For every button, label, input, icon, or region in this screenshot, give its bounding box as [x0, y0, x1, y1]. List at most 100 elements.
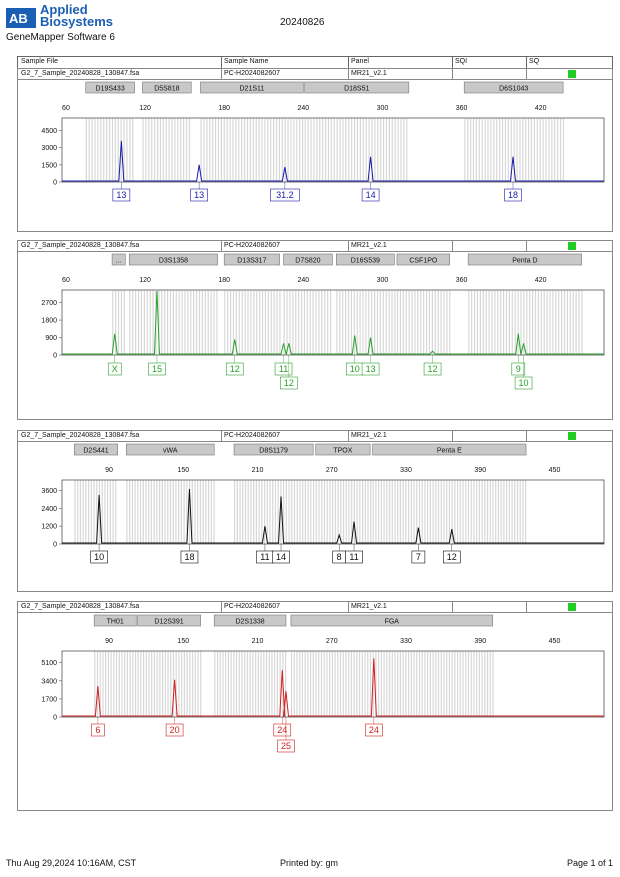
peak-label: 31.2: [276, 190, 294, 200]
allele-bin: [356, 651, 358, 717]
locus-box: [85, 81, 135, 94]
allele-bin: [222, 651, 224, 717]
allele-bin: [96, 651, 99, 717]
allele-bin: [135, 651, 137, 717]
allele-bin: [156, 651, 158, 717]
allele-bin: [397, 118, 399, 182]
allele-bin: [200, 118, 202, 182]
allele-bin: [187, 290, 189, 355]
electropherogram-red: TH01 D12S391 D2S1338 FGA 90 150 210 270 330 390 45…: [41, 614, 605, 753]
sample-row: G2_7_Sample_20240828_130847.fsa PC-H2024…: [18, 69, 612, 80]
allele-bin: [339, 118, 341, 182]
allele-bin: [414, 290, 416, 355]
allele-bin: [290, 651, 293, 717]
peak-label-box: [411, 550, 426, 564]
allele-bin: [399, 480, 402, 544]
sample-name: PC-H2024082607: [224, 242, 281, 249]
peak-label: 10: [94, 552, 104, 562]
allele-bin: [313, 118, 315, 182]
peak-label: 11: [279, 364, 288, 374]
y-tick-label: 3400: [41, 678, 57, 685]
allele-bin: [281, 118, 283, 182]
peak-label-box: [423, 362, 442, 376]
allele-bin: [402, 480, 404, 544]
peak-label: 24: [369, 725, 379, 735]
allele-bin: [82, 480, 84, 544]
y-tick-label: 3600: [41, 488, 57, 495]
allele-bin: [167, 480, 169, 544]
allele-bin: [432, 651, 434, 717]
allele-bin: [291, 480, 293, 544]
allele-bin: [180, 118, 182, 182]
locus-label: D3S1358: [159, 258, 188, 265]
allele-bin: [396, 290, 399, 355]
allele-bin: [267, 290, 269, 355]
allele-bin: [272, 118, 275, 182]
allele-bin: [500, 290, 502, 355]
allele-bin: [507, 118, 509, 182]
locus-label: TPOX: [333, 448, 352, 455]
allele-bin: [165, 118, 167, 182]
sample-name: PC-H2024082607: [224, 432, 281, 439]
allele-bin: [97, 118, 99, 182]
allele-bin: [235, 651, 238, 717]
allele-bin: [90, 480, 92, 544]
allele-bin: [111, 118, 114, 182]
allele-bin: [304, 118, 306, 182]
plot-frame: [61, 117, 605, 183]
locus-label: D12S391: [154, 619, 183, 626]
allele-bin: [112, 290, 114, 355]
allele-bin: [456, 651, 459, 717]
allele-bin: [285, 480, 287, 544]
allele-bin: [408, 290, 410, 355]
allele-bin: [332, 480, 334, 544]
allele-bin: [536, 118, 538, 182]
allele-bin: [110, 651, 112, 717]
peak-label: 12: [230, 364, 240, 374]
allele-bin: [399, 290, 402, 355]
allele-bin: [145, 651, 147, 717]
peak-label-box: [165, 723, 184, 737]
allele-bin: [198, 290, 201, 355]
allele-bin: [185, 118, 188, 182]
allele-bin: [575, 290, 577, 355]
allele-bin: [391, 290, 393, 355]
allele-bin: [329, 651, 331, 717]
allele-bin: [269, 480, 271, 544]
allele-bin: [132, 290, 134, 355]
allele-bin: [456, 480, 459, 544]
allele-bin: [277, 480, 279, 544]
allele-bin: [289, 290, 291, 355]
allele-bin: [472, 118, 475, 182]
allele-bin: [324, 290, 326, 355]
allele-bin: [249, 118, 251, 182]
x-tick-label: 300: [377, 105, 389, 112]
peak-label-box: [112, 188, 131, 202]
allele-bin: [107, 480, 109, 544]
allele-bin: [329, 480, 331, 544]
y-tick-label: 1500: [41, 162, 57, 169]
allele-bin: [440, 651, 442, 717]
allele-bin: [399, 651, 402, 717]
allele-bin: [193, 290, 195, 355]
allele-bin: [140, 290, 143, 355]
locus-label: TH01: [107, 619, 124, 626]
allele-bin: [230, 651, 232, 717]
allele-bin: [96, 480, 98, 544]
allele-bin: [473, 290, 476, 355]
quality-flag-icon: [568, 432, 576, 440]
allele-bin: [161, 480, 163, 544]
locus-label: D2S1338: [235, 619, 264, 626]
allele-bin: [394, 118, 396, 182]
x-tick-label: 60: [62, 277, 70, 284]
allele-bin: [356, 290, 358, 355]
electropherogram-black: D2S441 vWA D8S1179 TPOX Penta E 90 150 210 270 33…: [41, 443, 605, 564]
allele-bin: [315, 480, 317, 544]
allele-bin: [484, 480, 486, 544]
peak-label: 7: [416, 552, 421, 562]
allele-bin: [500, 480, 502, 544]
allele-bin: [377, 118, 379, 182]
allele-bin: [522, 480, 524, 544]
allele-bin: [257, 651, 259, 717]
x-tick-label: 90: [105, 467, 113, 474]
